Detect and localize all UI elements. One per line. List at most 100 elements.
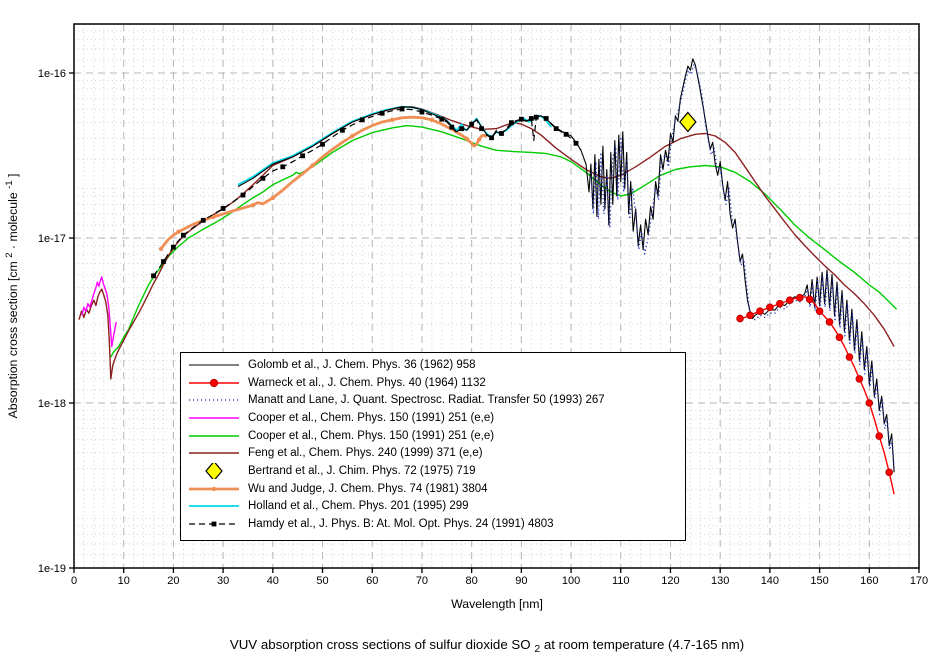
wu-marker — [211, 486, 217, 491]
wu-line — [159, 115, 488, 250]
y-tick-label: 1e-18 — [38, 398, 66, 410]
y-title-sup-1: -1 — [4, 180, 15, 188]
warneck-marker — [776, 299, 784, 308]
y-title-post: ] — [6, 174, 20, 177]
legend-entry-feng: Feng et al., Chem. Phys. 240 (1999) 371 … — [187, 444, 685, 462]
wu-marker — [176, 229, 181, 235]
hamdy-marker — [260, 175, 266, 181]
wu-marker — [310, 163, 315, 168]
legend-label-warneck: Warneck et al., J. Chem. Phys. 40 (1964)… — [248, 376, 486, 389]
legend-entry-hamdy: Hamdy et al., J. Phys. B: At. Mol. Opt. … — [187, 515, 685, 533]
wu-marker — [158, 246, 164, 252]
warneck-marker — [845, 353, 854, 361]
hamdy-marker — [439, 116, 445, 122]
hamdy-marker — [171, 244, 176, 250]
x-tick-label: 60 — [366, 575, 378, 587]
legend-sample-golomb — [189, 364, 239, 366]
hamdy-marker — [528, 116, 534, 121]
legend-entry-golomb: Golomb et al., J. Chem. Phys. 36 (1962) … — [187, 356, 685, 374]
hamdy-marker — [220, 206, 226, 211]
caption-post: at room temperature (4.7-165 nm) — [544, 637, 744, 652]
wu-marker — [389, 117, 395, 123]
legend-entry-bertrand: Bertrand et al., J. Chim. Phys. 72 (1975… — [187, 462, 685, 480]
legend-label-feng: Feng et al., Chem. Phys. 240 (1999) 371 … — [248, 447, 483, 460]
hamdy-marker — [543, 116, 549, 121]
y-title-mid: · molecule — [6, 192, 20, 249]
hamdy-marker — [419, 109, 425, 115]
legend-sample-wu — [189, 486, 239, 491]
warneck-marker — [855, 375, 864, 383]
legend-label-bertrand: Bertrand et al., J. Chim. Phys. 72 (1975… — [248, 464, 476, 477]
legend-entry-holland: Holland et al., Chem. Phys. 201 (1995) 2… — [187, 498, 685, 516]
warneck-marker — [865, 399, 874, 407]
x-tick-label: 70 — [416, 575, 428, 587]
hamdy-marker — [280, 164, 286, 170]
wu-marker — [476, 137, 482, 142]
x-tick-label: 80 — [466, 575, 478, 587]
warneck-marker — [766, 303, 774, 312]
y-title-pre: Absorption cross section [cm — [6, 261, 20, 418]
y-tick-label: 1e-16 — [38, 68, 66, 80]
x-tick-label: 0 — [71, 575, 77, 587]
legend-sample-holland — [189, 505, 239, 508]
warneck-marker — [835, 333, 844, 342]
axis-tick-labels: 0 10 20 30 40 50 60 70 80 90 100 110 120 130 140 150 160… — [38, 68, 928, 587]
y-axis-title: Absorption cross section [cm 2 · molecul… — [1, 174, 20, 419]
hamdy-marker — [200, 217, 206, 223]
hamdy-marker — [479, 126, 484, 132]
legend-entry-cooper_g: Cooper et al., Chem. Phys. 150 (1991) 25… — [187, 427, 685, 445]
hamdy-marker — [340, 127, 345, 133]
plot-frame — [73, 23, 920, 569]
caption: VUV absorption cross sections of sulfur … — [230, 637, 744, 655]
wu-marker — [350, 133, 355, 139]
warneck-marker — [805, 295, 814, 304]
legend-sample-cooper_m — [189, 417, 239, 419]
warneck-marker — [785, 296, 794, 304]
hamdy-marker — [161, 259, 166, 264]
hamdy-marker — [359, 117, 365, 123]
legend: Golomb et al., J. Chem. Phys. 36 (1962) … — [180, 352, 686, 541]
x-tick-label: 40 — [267, 575, 279, 587]
warneck-marker — [756, 307, 764, 316]
legend-label-hamdy: Hamdy et al., J. Phys. B: At. Mol. Opt. … — [248, 518, 554, 531]
series-hamdy — [151, 106, 582, 279]
legend-label-cooper_g: Cooper et al., Chem. Phys. 150 (1991) 25… — [248, 429, 495, 442]
warneck-line — [739, 296, 895, 495]
legend-entry-warneck: Warneck et al., J. Chem. Phys. 40 (1964)… — [187, 374, 685, 392]
bertrand-marker — [679, 111, 697, 133]
hamdy-marker — [509, 120, 514, 126]
x-tick-label: 110 — [612, 575, 630, 587]
warneck-marker — [746, 311, 754, 320]
legend-entry-manatt: Manatt and Lane, J. Quant. Spectrosc. Ra… — [187, 391, 685, 409]
x-tick-label: 20 — [167, 575, 179, 587]
hamdy-marker — [320, 141, 325, 147]
wu-marker — [270, 195, 276, 201]
legend-sample-cooper_g — [189, 434, 239, 437]
x-tick-label: 100 — [562, 575, 580, 587]
x-tick-label: 130 — [711, 575, 729, 587]
x-tick-label: 140 — [761, 575, 779, 587]
x-axis-title: Wavelength [nm] — [451, 597, 543, 611]
x-tick-label: 90 — [515, 575, 527, 587]
hamdy-marker — [563, 131, 569, 137]
legend-entry-wu: Wu and Judge, J. Chem. Phys. 74 (1981) 3… — [187, 480, 685, 498]
series-bertrand — [679, 111, 697, 133]
hamdy-marker — [180, 232, 186, 238]
legend-entry-cooper_m: Cooper et al., Chem. Phys. 150 (1991) 25… — [187, 409, 685, 427]
x-tick-label: 30 — [217, 575, 229, 587]
warneck-marker — [795, 293, 804, 302]
series-warneck — [736, 293, 895, 495]
warneck-marker — [815, 307, 824, 316]
x-tick-label: 10 — [118, 575, 130, 587]
axis-ticks — [69, 72, 920, 573]
series-plot — [78, 58, 898, 495]
wu-marker — [210, 214, 216, 220]
x-tick-label: 50 — [316, 575, 328, 587]
legend-sample-hamdy — [189, 521, 239, 527]
x-tick-label: 160 — [860, 575, 878, 587]
cooper_g-line — [110, 124, 898, 358]
legend-label-cooper_m: Cooper et al., Chem. Phys. 150 (1991) 25… — [248, 411, 495, 424]
legend-sample-bertrand — [205, 462, 223, 479]
warneck-marker — [825, 318, 834, 326]
